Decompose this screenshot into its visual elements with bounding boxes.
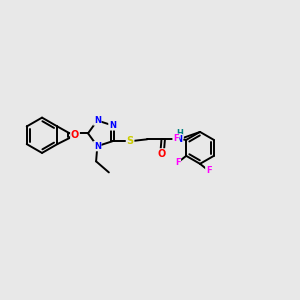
- Text: S: S: [127, 136, 134, 146]
- Text: H: H: [176, 129, 183, 138]
- Text: N: N: [109, 121, 116, 130]
- Text: N: N: [94, 116, 101, 125]
- Text: F: F: [175, 158, 180, 167]
- Text: F: F: [173, 134, 179, 143]
- Text: N: N: [94, 142, 101, 151]
- Text: O: O: [158, 149, 166, 159]
- Text: N: N: [176, 135, 183, 144]
- Text: O: O: [71, 130, 79, 140]
- Text: F: F: [206, 166, 211, 175]
